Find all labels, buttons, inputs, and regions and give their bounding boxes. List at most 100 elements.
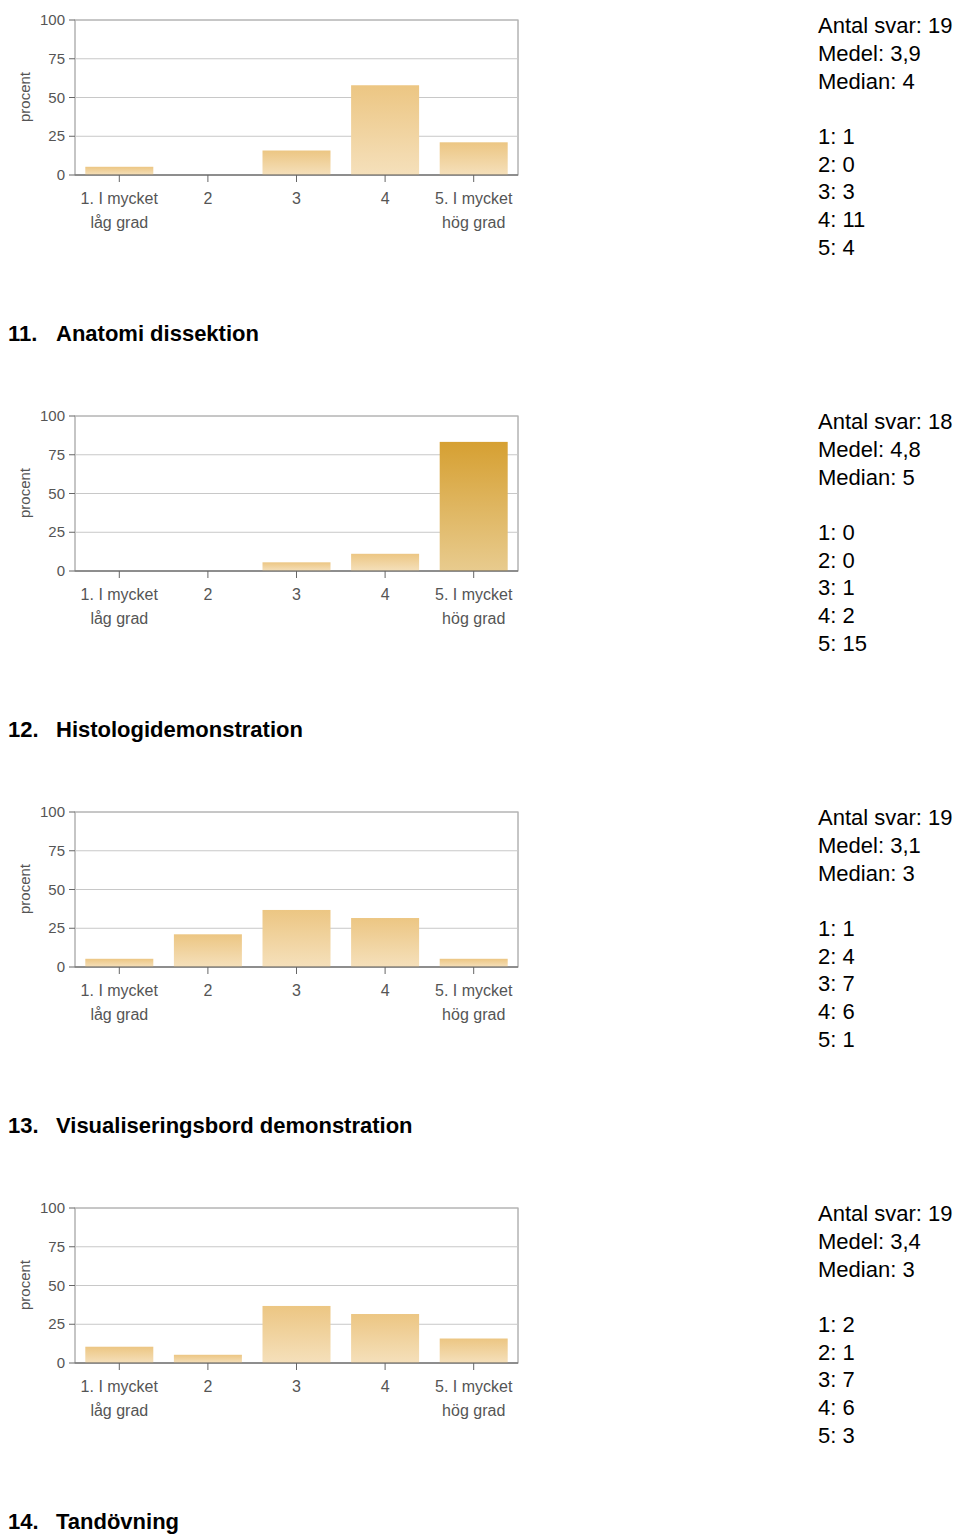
bar (174, 1355, 242, 1363)
count-text: 4: 6 (818, 1395, 855, 1420)
count-text: 4: 6 (818, 999, 855, 1024)
count-text: 1: 0 (818, 520, 855, 545)
tick-label: 100 (40, 11, 65, 28)
tick-label: 50 (48, 881, 65, 898)
bar (440, 1339, 508, 1363)
tick-mark (69, 1208, 75, 1209)
category-label: 4 (381, 982, 390, 999)
tick-mark (69, 97, 75, 98)
section-heading: 14.Tandövning (8, 1509, 179, 1534)
category-label: 2 (203, 982, 212, 999)
tick-label: 100 (40, 407, 65, 424)
tick-label: 25 (48, 919, 65, 936)
tick-label: 0 (57, 562, 65, 579)
summary-text: Median: 3 (818, 1257, 915, 1282)
bar (263, 562, 331, 571)
tick-mark (69, 1285, 75, 1286)
bar (85, 959, 153, 967)
axis-label: procent (16, 863, 33, 914)
tick-mark (119, 1363, 120, 1370)
bar (440, 442, 508, 571)
bar (351, 1314, 419, 1363)
bar (263, 910, 331, 967)
tick-mark (207, 967, 208, 974)
grid-line (75, 812, 518, 813)
tick-label: 25 (48, 127, 65, 144)
tick-mark (385, 175, 386, 182)
tick-mark (385, 967, 386, 974)
bar (351, 554, 419, 571)
tick-label: 75 (48, 446, 65, 463)
tick-mark (473, 967, 474, 974)
chart: 0255075100procent1. I mycketlåg grad2345… (16, 803, 518, 1023)
count-text: 3: 3 (818, 179, 855, 204)
count-text: 1: 2 (818, 1312, 855, 1337)
bars (85, 85, 507, 175)
section-heading: 13.Visualiseringsbord demonstration (8, 1113, 413, 1138)
count-text: 2: 0 (818, 548, 855, 573)
plot-frame (75, 416, 518, 571)
count-text: 2: 1 (818, 1340, 855, 1365)
bar (85, 1347, 153, 1363)
section-heading: 12.Histologidemonstration (8, 717, 303, 742)
tick-mark (119, 967, 120, 974)
chart: 0255075100procent1. I mycketlåg grad2345… (16, 1199, 518, 1419)
tick-mark (69, 1324, 75, 1325)
count-text: 1: 1 (818, 124, 855, 149)
tick-mark (69, 20, 75, 21)
tick-mark (207, 175, 208, 182)
tick-mark (69, 1363, 75, 1364)
tick-mark (473, 175, 474, 182)
tick-mark (207, 571, 208, 578)
tick-label: 75 (48, 842, 65, 859)
bar (263, 1306, 331, 1363)
axis-label: procent (16, 467, 33, 518)
tick-label: 0 (57, 166, 65, 183)
count-text: 5: 3 (818, 1423, 855, 1448)
plot-frame (75, 20, 518, 175)
tick-label: 75 (48, 1238, 65, 1255)
summary-text: Antal svar: 19 (818, 13, 953, 38)
grid-line (75, 850, 518, 851)
grid-line (75, 1208, 518, 1209)
summary-text: Antal svar: 19 (818, 1201, 953, 1226)
plot-frame (75, 1208, 518, 1363)
tick-mark (69, 571, 75, 572)
category-label: 4 (381, 190, 390, 207)
count-text: 5: 1 (818, 1027, 855, 1052)
tick-mark (296, 967, 297, 974)
summary-text: Median: 4 (818, 69, 915, 94)
chart: 0255075100procent1. I mycketlåg grad2345… (16, 407, 518, 627)
page: 0 25 50 75 100 procent 1. I mycketlåg grad 2 3 4 5… (0, 0, 960, 1535)
tick-mark (69, 967, 75, 968)
count-text: 2: 4 (818, 944, 855, 969)
tick-mark (473, 571, 474, 578)
tick-mark (69, 532, 75, 533)
count-text: 5: 4 (818, 235, 855, 260)
category-label: 1. I mycketlåg grad (81, 586, 159, 627)
category-label: 5. I myckethög grad (435, 1378, 513, 1419)
bar (440, 142, 508, 175)
category-label: 4 (381, 1378, 390, 1395)
count-text: 3: 1 (818, 575, 855, 600)
category-label: 4 (381, 586, 390, 603)
summary-text: Medel: 4,8 (818, 437, 921, 462)
count-text: 5: 15 (818, 631, 867, 656)
tick-mark (69, 850, 75, 851)
tick-mark (385, 1363, 386, 1370)
count-text: 2: 0 (818, 152, 855, 177)
summary-text: Medel: 3,1 (818, 833, 921, 858)
tick-mark (69, 136, 75, 137)
tick-label: 25 (48, 523, 65, 540)
category-label: 3 (292, 586, 301, 603)
tick-label: 25 (48, 1315, 65, 1332)
axis-label: procent (16, 1259, 33, 1310)
category-label: 5. I myckethög grad (435, 586, 513, 627)
tick-label: 100 (40, 1199, 65, 1216)
grid-line (75, 20, 518, 21)
category-label: 3 (292, 982, 301, 999)
tick-mark (69, 58, 75, 59)
tick-mark (69, 812, 75, 813)
category-label: 5. I myckethög grad (435, 982, 513, 1023)
tick-mark (69, 1246, 75, 1247)
